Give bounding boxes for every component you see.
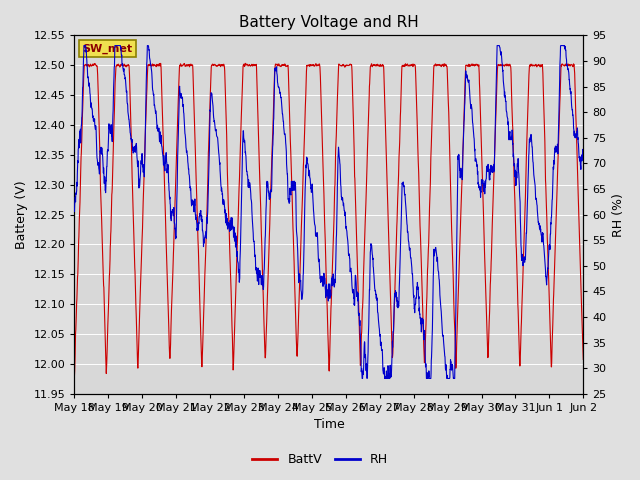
X-axis label: Time: Time <box>314 419 344 432</box>
Title: Battery Voltage and RH: Battery Voltage and RH <box>239 15 419 30</box>
Y-axis label: Battery (V): Battery (V) <box>15 180 28 249</box>
Text: SW_met: SW_met <box>82 44 132 54</box>
Legend: BattV, RH: BattV, RH <box>248 448 392 471</box>
Y-axis label: RH (%): RH (%) <box>612 192 625 237</box>
